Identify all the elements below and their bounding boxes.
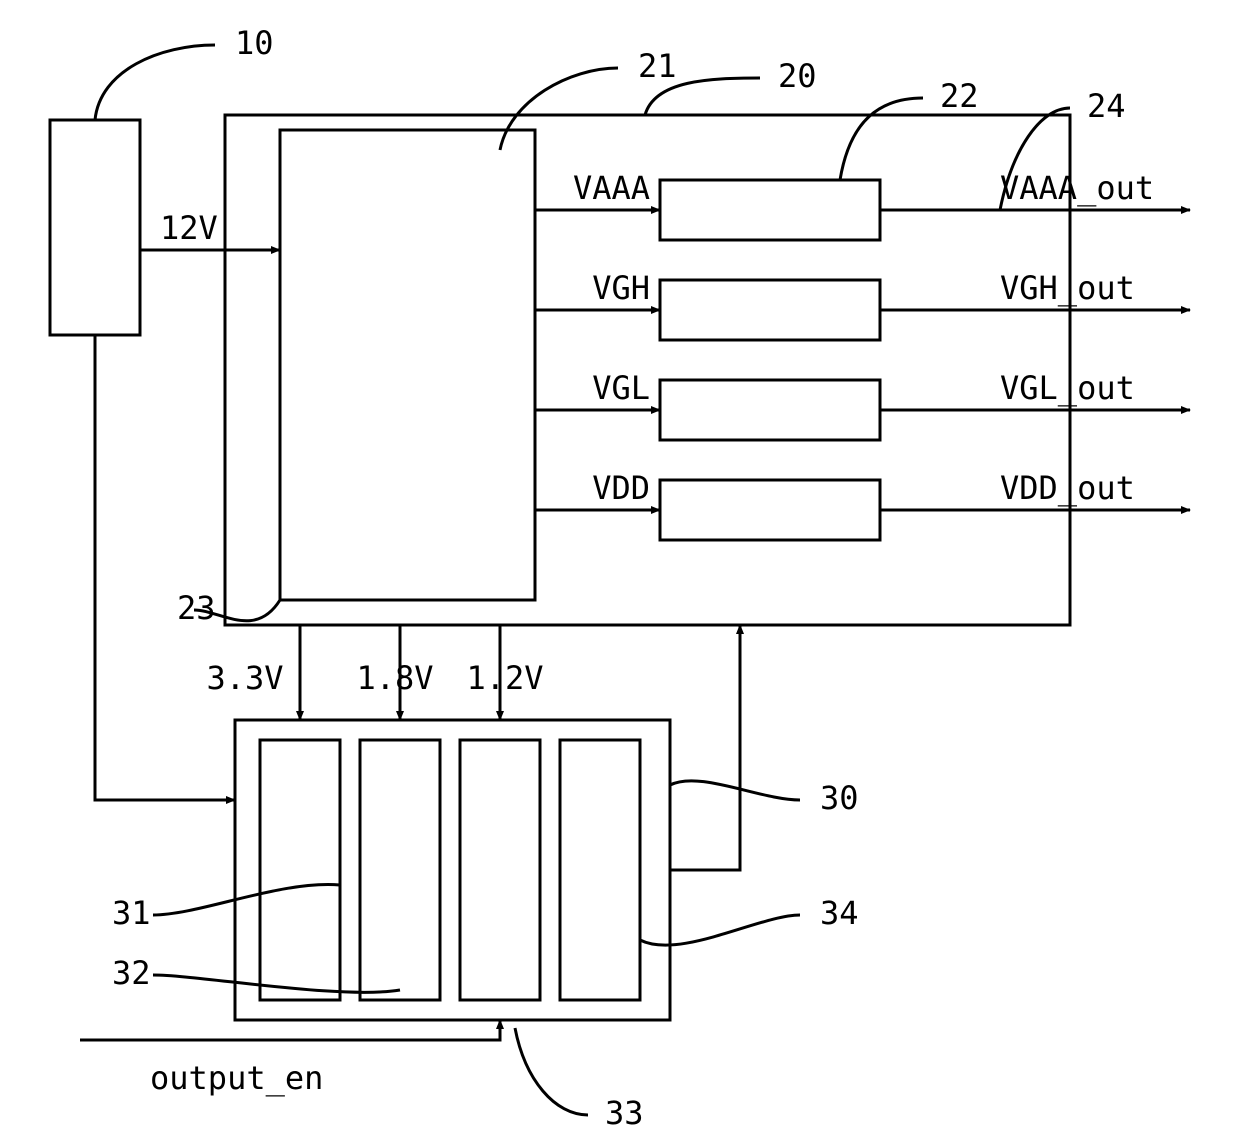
leader-l21 (500, 68, 618, 150)
labels.vgl_out: VGL_out (1000, 369, 1135, 407)
labels.outen: output_en (150, 1059, 323, 1097)
block-b22d (660, 480, 880, 540)
block-b31 (260, 740, 340, 1000)
refnum-l22: 22 (940, 77, 979, 115)
labels.v12: 12V (160, 209, 218, 247)
labels.vgh_out: VGH_out (1000, 269, 1135, 307)
refnum-l34: 34 (820, 894, 859, 932)
arrow-feedback (670, 625, 740, 870)
refnum-l21: 21 (638, 47, 677, 85)
block-b33 (460, 740, 540, 1000)
block-b22c (660, 380, 880, 440)
leader-l32 (153, 975, 400, 992)
refnum-l30: 30 (820, 779, 859, 817)
labels.vaaa_out: VAAA_out (1000, 169, 1154, 207)
block-b21 (280, 130, 535, 600)
leader-l30 (670, 781, 800, 800)
labels.v33: 3.3V (206, 659, 283, 697)
labels.v18: 1.8V (356, 659, 433, 697)
block-b30 (235, 720, 670, 1020)
labels.vaaa: VAAA (573, 169, 650, 207)
block-b10 (50, 120, 140, 335)
block-b32 (360, 740, 440, 1000)
block-b22b (660, 280, 880, 340)
arrow-outen (80, 1020, 500, 1040)
labels.vgh: VGH (592, 269, 650, 307)
labels.v12b: 1.2V (466, 659, 543, 697)
leader-l33 (515, 1028, 588, 1115)
refnum-l32: 32 (112, 954, 151, 992)
refnum-l10: 10 (235, 24, 274, 62)
leader-l10 (95, 45, 215, 120)
labels.vdd: VDD (592, 469, 650, 507)
refnum-l31: 31 (112, 894, 151, 932)
leader-l34 (640, 915, 800, 945)
refnum-l33: 33 (605, 1094, 644, 1132)
block-diagram: 12V VAAA VGH VGL VDD VAAA_out VGH_out VGL_out VD… (0, 0, 1240, 1148)
refnum-l23: 23 (177, 589, 216, 627)
labels.vgl: VGL (592, 369, 650, 407)
labels.vdd_out: VDD_out (1000, 469, 1135, 507)
block-b34 (560, 740, 640, 1000)
arrow-inb30 (95, 335, 235, 800)
leader-l22 (840, 98, 923, 180)
leader-l31 (153, 885, 340, 915)
refnum-l24: 24 (1087, 87, 1126, 125)
refnum-l20: 20 (778, 57, 817, 95)
block-b22a (660, 180, 880, 240)
